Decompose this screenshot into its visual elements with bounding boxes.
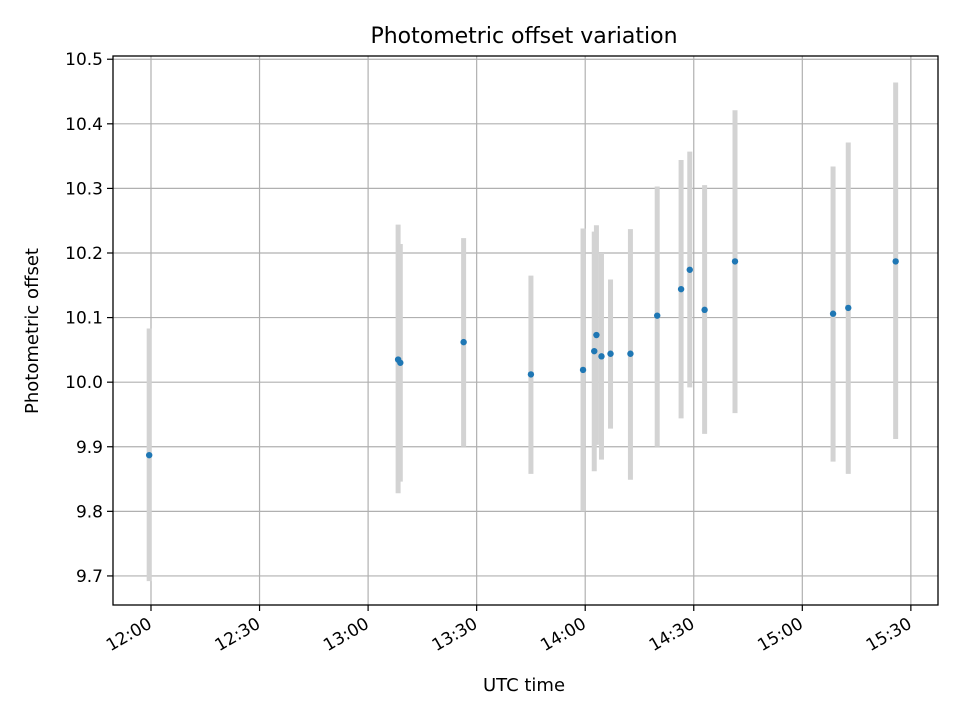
x-tick-label: 12:00 — [103, 614, 155, 656]
x-tick-label: 15:00 — [754, 614, 806, 656]
data-point — [598, 353, 605, 360]
data-point — [677, 285, 685, 293]
y-tick-label: 10.5 — [65, 50, 103, 70]
chart-title: Photometric offset variation — [370, 24, 677, 49]
x-tick-label: 14:30 — [646, 614, 698, 656]
data-point — [579, 366, 587, 374]
y-tick-label: 9.7 — [76, 567, 103, 587]
plot-frame — [112, 55, 939, 606]
y-axis-ticks: 9.7 9.8 9.9 10.0 10.1 10.2 10.3 10.4 10.5 — [65, 50, 113, 587]
y-tick-label: 10.2 — [65, 244, 103, 264]
data-point — [627, 350, 634, 357]
data-point — [892, 258, 899, 265]
data-point — [731, 258, 739, 265]
data-point — [701, 306, 708, 314]
grid — [113, 56, 938, 605]
y-tick-label: 9.9 — [76, 438, 103, 458]
y-tick-label: 10.3 — [65, 179, 103, 199]
y-tick-label: 10.0 — [65, 373, 103, 393]
error-bars — [146, 82, 899, 582]
data-point — [829, 310, 837, 317]
data-point — [654, 312, 661, 319]
data-point — [591, 347, 598, 355]
data-point — [686, 266, 693, 273]
data-point — [527, 371, 535, 378]
y-tick-label: 10.4 — [65, 115, 103, 135]
data-point — [845, 304, 852, 312]
x-tick-label: 13:30 — [429, 614, 481, 656]
data-point — [145, 451, 153, 459]
x-axis-ticks: 12:00 12:30 13:00 13:30 14:00 14:30 15:00 15:30 — [103, 605, 915, 656]
data-point — [397, 359, 404, 366]
data-point — [460, 338, 467, 346]
y-axis-label: Photometric offset — [22, 248, 43, 414]
y-tick-label: 9.8 — [76, 502, 103, 522]
x-tick-label: 13:00 — [320, 614, 372, 656]
x-tick-label: 14:00 — [537, 614, 589, 656]
x-tick-label: 15:30 — [863, 614, 915, 656]
y-tick-label: 10.1 — [65, 309, 103, 329]
data-point — [607, 350, 614, 357]
x-tick-label: 12:30 — [212, 614, 264, 656]
x-axis-label: UTC time — [483, 675, 565, 696]
data-points — [145, 258, 899, 459]
data-point — [593, 331, 600, 339]
